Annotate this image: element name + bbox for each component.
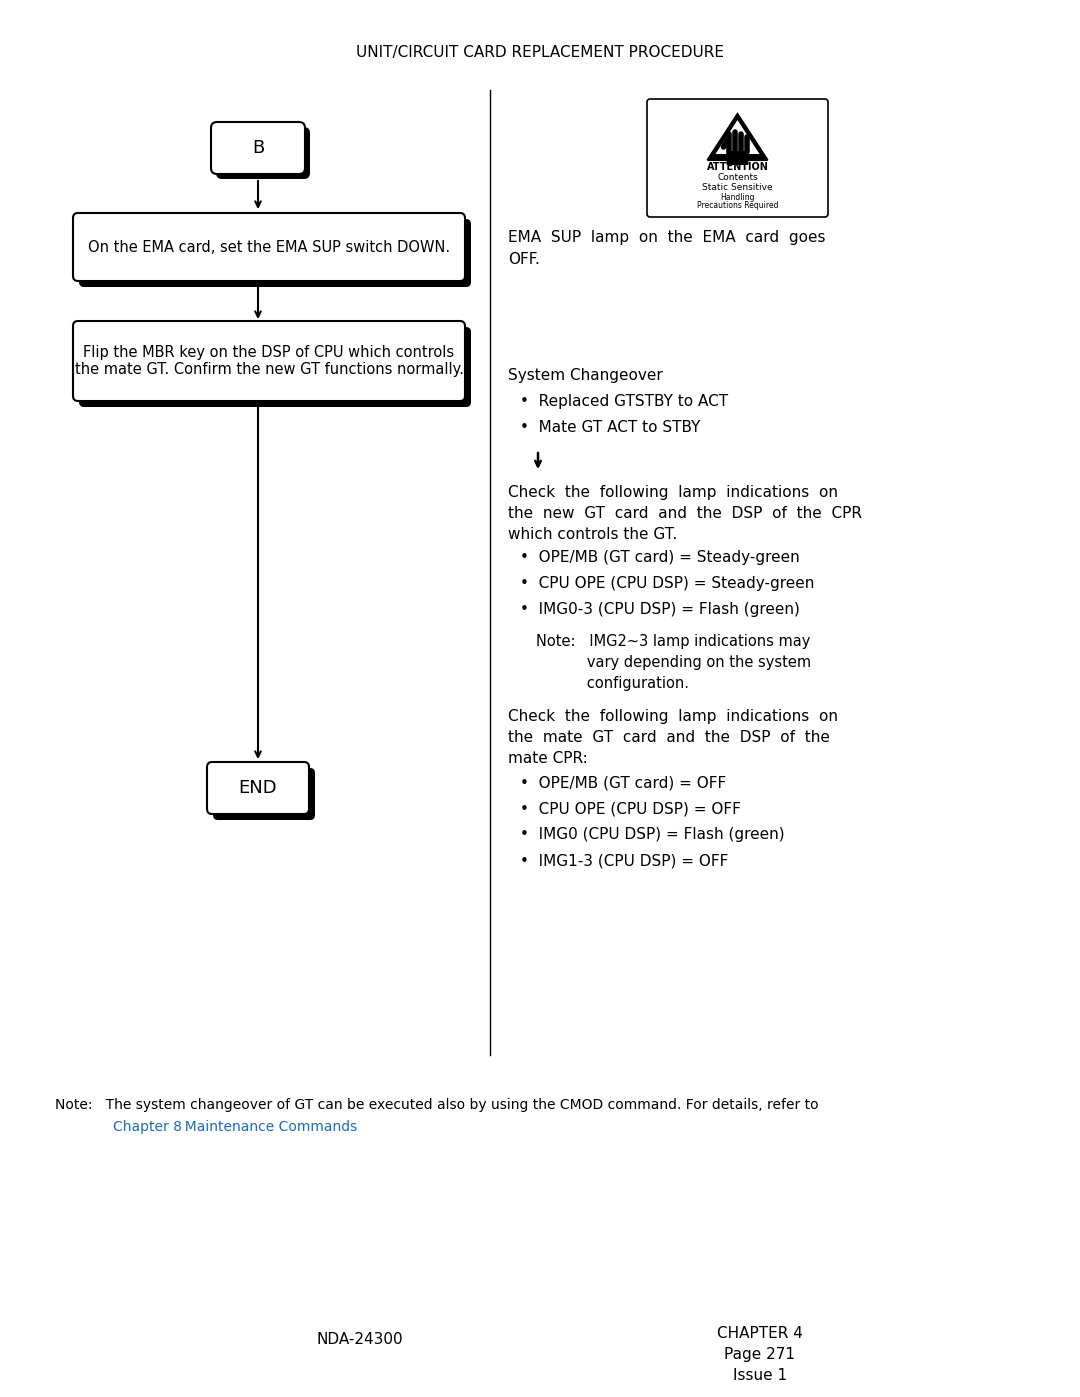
FancyBboxPatch shape [207,761,309,814]
Text: UNIT/CIRCUIT CARD REPLACEMENT PROCEDURE: UNIT/CIRCUIT CARD REPLACEMENT PROCEDURE [356,45,724,60]
Text: Flip the MBR key on the DSP of CPU which controls
the mate GT. Confirm the new G: Flip the MBR key on the DSP of CPU which… [75,345,463,377]
FancyBboxPatch shape [647,99,828,217]
FancyBboxPatch shape [216,127,310,179]
Text: Static Sensitive: Static Sensitive [702,183,773,191]
Text: •  Mate GT ACT to STBY: • Mate GT ACT to STBY [519,420,700,434]
Text: •  OPE/MB (GT card) = OFF: • OPE/MB (GT card) = OFF [519,775,726,789]
FancyBboxPatch shape [727,151,748,165]
Text: •  Replaced GTSTBY to ACT: • Replaced GTSTBY to ACT [519,394,728,409]
FancyBboxPatch shape [73,212,465,281]
Text: EMA  SUP  lamp  on  the  EMA  card  goes
OFF.: EMA SUP lamp on the EMA card goes OFF. [508,231,825,267]
FancyBboxPatch shape [79,219,471,286]
Text: CHAPTER 4
Page 271
Issue 1: CHAPTER 4 Page 271 Issue 1 [717,1326,802,1383]
Text: Check  the  following  lamp  indications  on
the  mate  GT  card  and  the  DSP : Check the following lamp indications on … [508,710,838,766]
Text: Check  the  following  lamp  indications  on
the  new  GT  card  and  the  DSP  : Check the following lamp indications on … [508,485,862,542]
Text: On the EMA card, set the EMA SUP switch DOWN.: On the EMA card, set the EMA SUP switch … [87,239,450,254]
FancyBboxPatch shape [213,768,315,820]
Text: NDA-24300: NDA-24300 [316,1333,403,1348]
Text: Precautions Required: Precautions Required [697,201,779,211]
Text: Contents: Contents [717,173,758,183]
Polygon shape [707,115,768,161]
Text: ATTENTION: ATTENTION [706,162,769,172]
Text: •  CPU OPE (CPU DSP) = Steady-green: • CPU OPE (CPU DSP) = Steady-green [519,576,814,591]
Text: Note:   The system changeover of GT can be executed also by using the CMOD comma: Note: The system changeover of GT can be… [55,1098,819,1112]
Text: •  IMG1-3 (CPU DSP) = OFF: • IMG1-3 (CPU DSP) = OFF [519,854,728,868]
FancyBboxPatch shape [79,327,471,407]
Text: •  IMG0 (CPU DSP) = Flash (green): • IMG0 (CPU DSP) = Flash (green) [519,827,785,842]
Text: •  OPE/MB (GT card) = Steady-green: • OPE/MB (GT card) = Steady-green [519,550,800,564]
Text: System Changeover: System Changeover [508,367,663,383]
Text: •  CPU OPE (CPU DSP) = OFF: • CPU OPE (CPU DSP) = OFF [519,800,741,816]
FancyBboxPatch shape [211,122,305,175]
Text: Note:   IMG2~3 lamp indications may
           vary depending on the system
    : Note: IMG2~3 lamp indications may vary d… [536,634,811,692]
Text: END: END [239,780,278,798]
Text: •  IMG0-3 (CPU DSP) = Flash (green): • IMG0-3 (CPU DSP) = Flash (green) [519,602,800,617]
Text: Handling: Handling [720,193,755,201]
Text: Chapter 8 Maintenance Commands: Chapter 8 Maintenance Commands [113,1120,357,1134]
Polygon shape [715,120,759,154]
Text: B: B [252,138,265,156]
FancyBboxPatch shape [73,321,465,401]
